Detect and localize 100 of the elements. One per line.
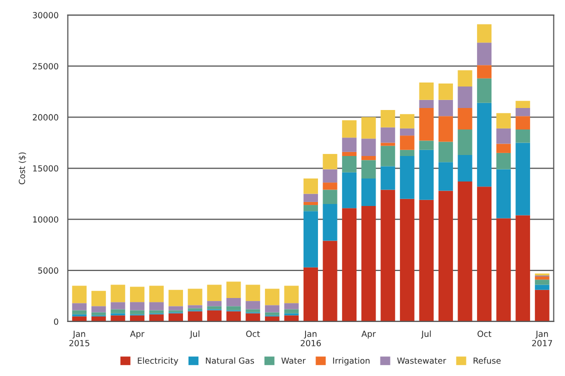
bar [168, 306, 184, 310]
bar [516, 100, 530, 108]
bar [516, 116, 530, 130]
bar [496, 144, 511, 153]
bar [304, 178, 318, 194]
bar [110, 302, 126, 310]
y-tick-label: 25000 [32, 63, 58, 70]
bar [130, 310, 144, 314]
bar [72, 286, 87, 304]
bar [438, 142, 453, 162]
x-tick-label: Jul [190, 330, 200, 339]
bar [91, 290, 106, 306]
bar [342, 120, 357, 138]
legend-label: Irrigation [333, 357, 370, 366]
bar [496, 152, 511, 170]
bar [110, 315, 126, 322]
bar [110, 309, 126, 314]
bar [149, 302, 164, 310]
bar [380, 146, 396, 166]
x-tick-label: Jan 2015 [69, 330, 90, 346]
bar [322, 182, 338, 190]
bar [361, 117, 376, 139]
bar [304, 202, 318, 206]
bar [400, 128, 414, 136]
bar [246, 301, 260, 310]
bar [380, 127, 396, 143]
bar [91, 306, 106, 312]
y-axis-title: Cost ($) [18, 152, 26, 184]
bar [91, 312, 106, 316]
bar [188, 305, 202, 308]
bar [534, 290, 550, 322]
bar [516, 129, 530, 143]
bar [438, 190, 453, 322]
bar [188, 288, 202, 306]
bar [130, 302, 144, 310]
bar [226, 306, 241, 310]
bar [361, 206, 376, 322]
bar [516, 215, 530, 322]
bar [400, 136, 414, 150]
bar [477, 78, 492, 103]
bar [342, 172, 357, 208]
bar [516, 142, 530, 216]
bar [496, 169, 511, 218]
bar [380, 110, 396, 128]
bar [322, 154, 338, 170]
bar [458, 182, 472, 322]
bar [477, 42, 492, 66]
bar [110, 284, 126, 302]
legend-label: Natural Gas [206, 357, 254, 364]
bar [419, 140, 434, 150]
bar [322, 190, 338, 204]
bar [534, 273, 550, 276]
y-tick-label: 15000 [33, 165, 58, 172]
bar [284, 286, 299, 304]
x-tick-label: Apr [361, 330, 376, 339]
bar [496, 218, 511, 322]
bar [168, 290, 184, 306]
bar [477, 24, 492, 43]
bar [284, 309, 299, 314]
bar [149, 310, 164, 314]
bar [400, 198, 414, 322]
bar [226, 298, 241, 306]
legend-label: Wastewater [397, 358, 446, 364]
bar [419, 82, 434, 100]
y-tick-label: 5000 [38, 267, 58, 274]
bar [496, 128, 511, 144]
bar [342, 138, 357, 152]
bar [188, 311, 202, 322]
bar [477, 186, 492, 322]
bar [361, 138, 376, 156]
bar [246, 284, 260, 302]
legend-label: Electricity [138, 357, 178, 366]
bar [361, 178, 376, 206]
bar [168, 313, 184, 322]
bar [322, 169, 338, 183]
bar [264, 305, 280, 312]
bar [400, 114, 414, 128]
bar [380, 142, 396, 146]
x-tick-label: Oct [246, 330, 260, 337]
y-tick-label: 0 [54, 318, 58, 325]
bar [477, 102, 492, 187]
bar [419, 200, 434, 322]
bar [72, 303, 87, 310]
bar [304, 211, 318, 268]
legend-label: Water [281, 358, 306, 364]
bar [438, 116, 453, 142]
bar [400, 150, 414, 156]
bar [438, 100, 453, 116]
bar [361, 156, 376, 160]
bar [419, 100, 434, 108]
bar [246, 309, 260, 312]
x-tick-label: Jan 2016 [300, 330, 321, 346]
y-tick-label: 30000 [32, 12, 58, 18]
bar [226, 282, 241, 298]
bar [130, 315, 144, 322]
bar [264, 312, 280, 316]
x-tick-label: Apr [130, 330, 144, 339]
bar [226, 311, 241, 322]
bar [72, 310, 87, 314]
legend-label: Refuse [474, 357, 501, 364]
